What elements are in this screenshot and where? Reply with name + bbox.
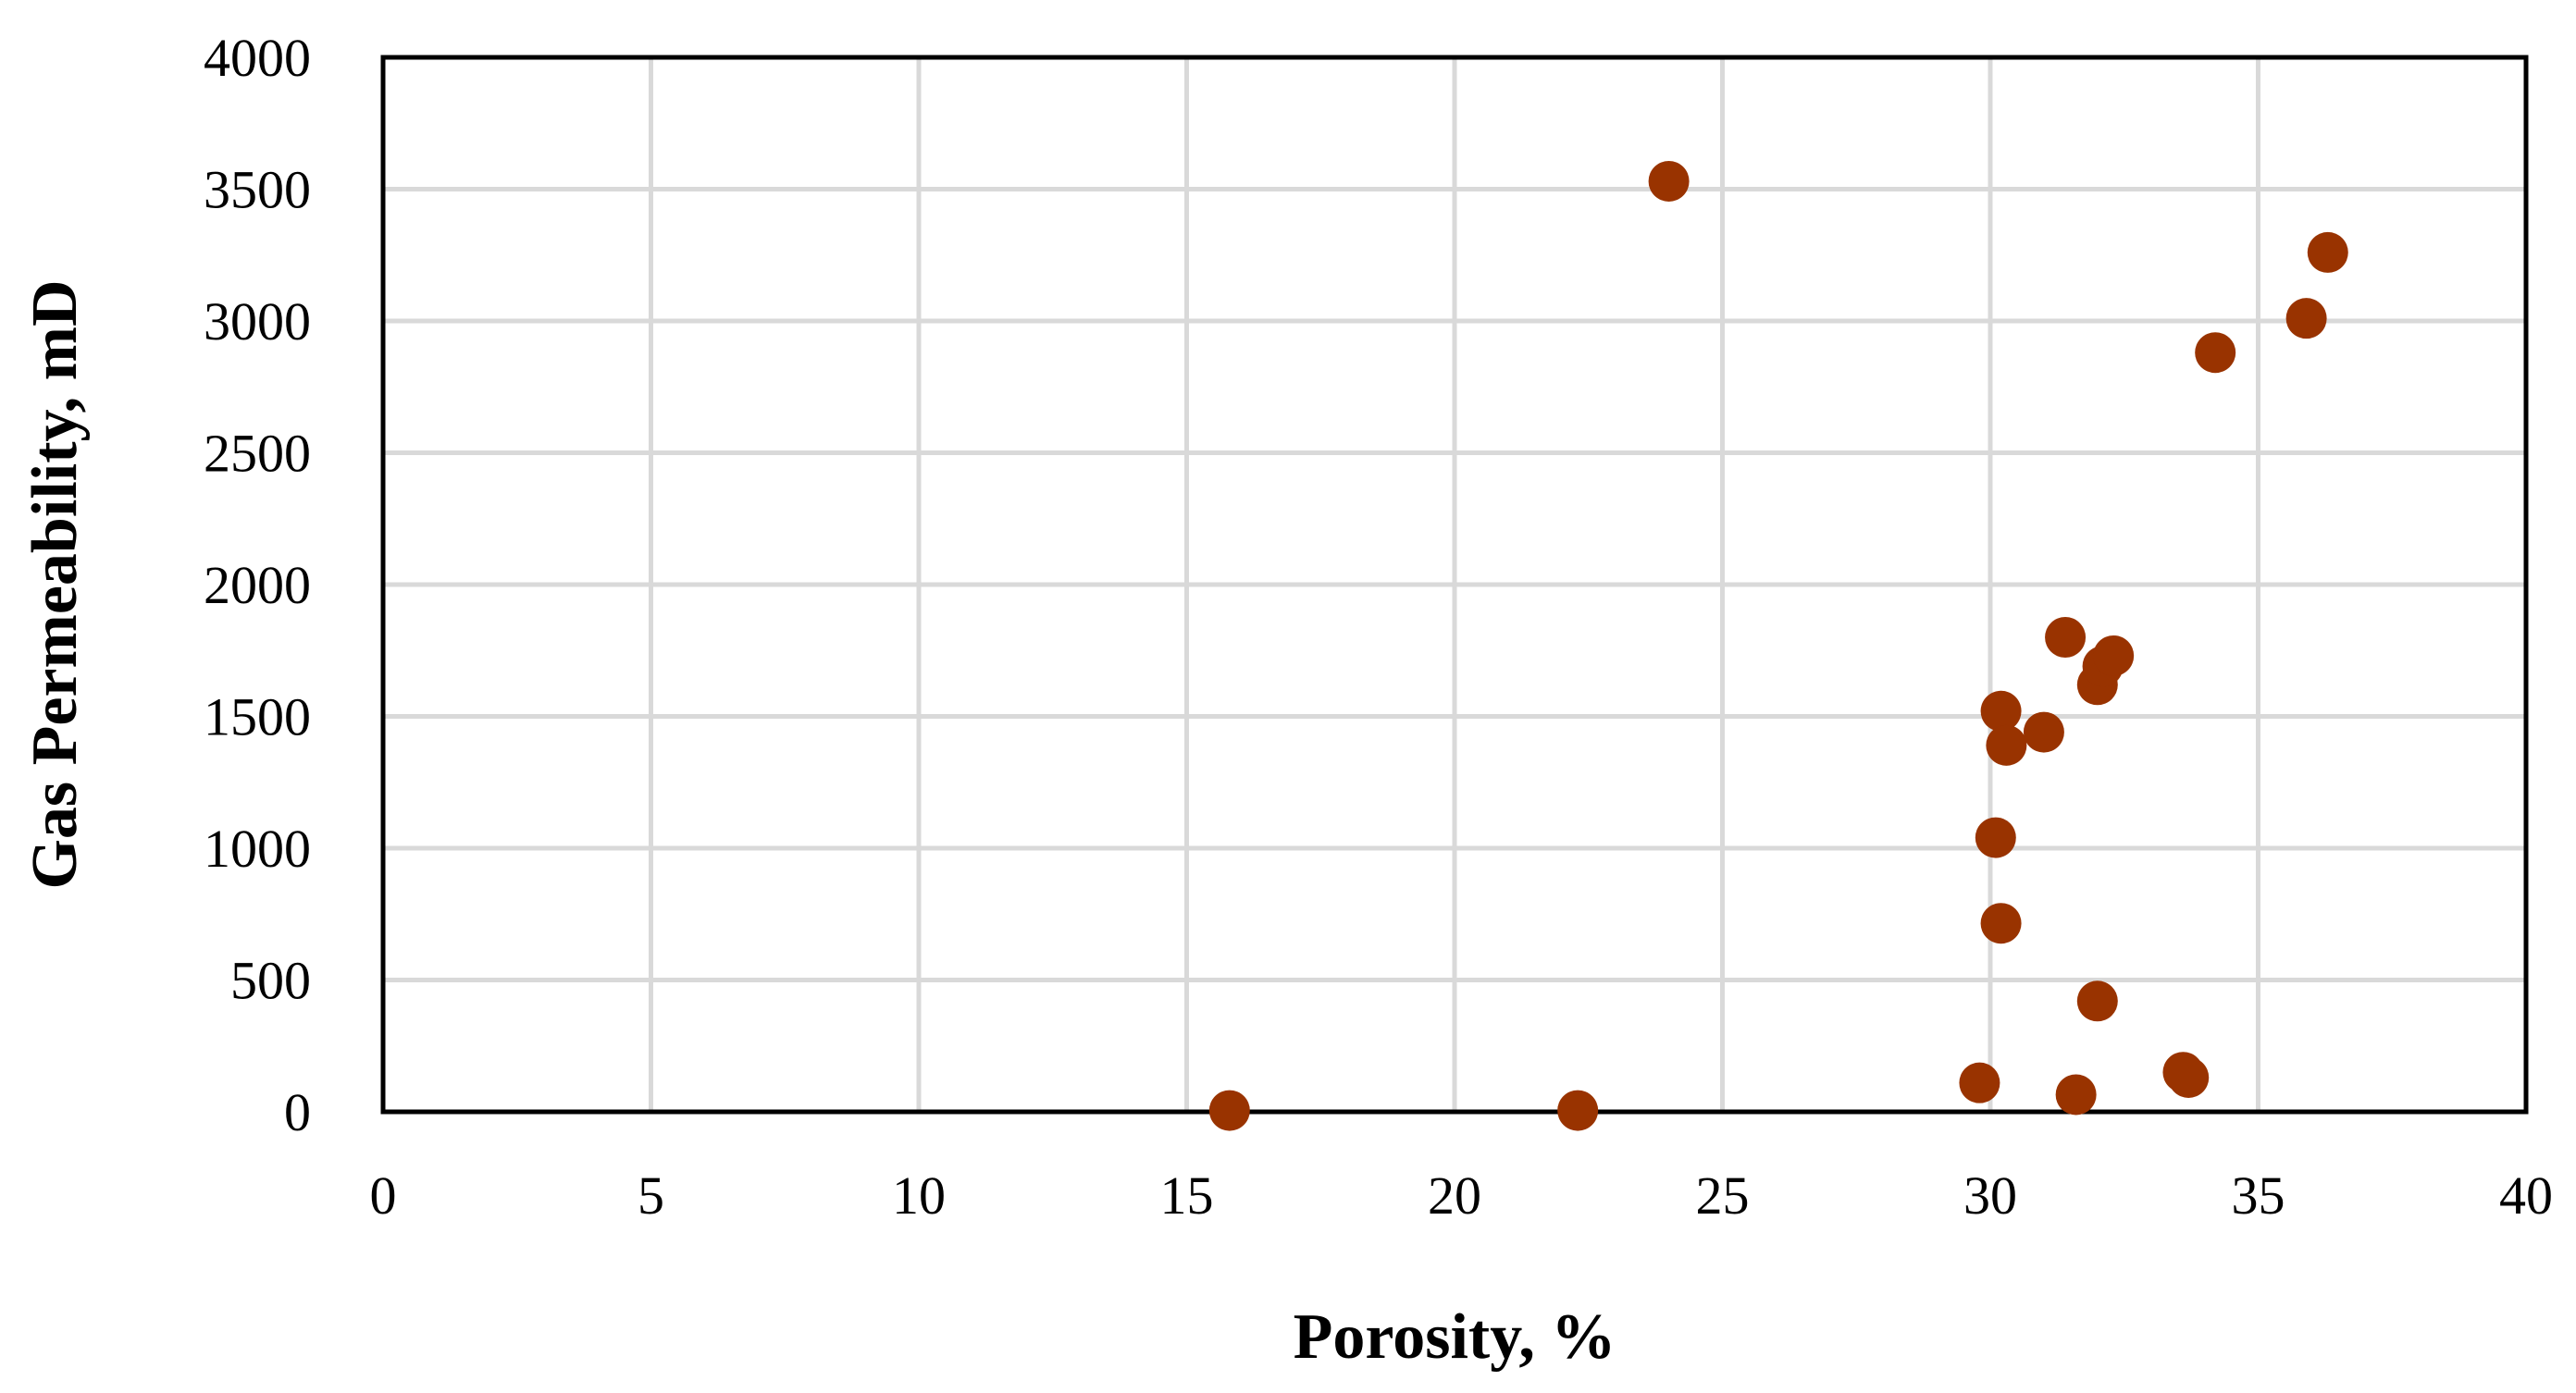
x-tick-label: 5 [638, 1165, 664, 1226]
data-point [1557, 1090, 1599, 1131]
data-point [2055, 1074, 2097, 1116]
x-tick-label: 15 [1160, 1165, 1214, 1226]
data-points [1208, 160, 2348, 1131]
data-point [1980, 903, 2022, 944]
x-tick-label: 10 [892, 1165, 946, 1226]
data-point [2168, 1056, 2210, 1098]
y-tick-label: 1000 [204, 819, 311, 879]
y-tick-label: 4000 [204, 28, 311, 88]
x-tick-label: 0 [370, 1165, 397, 1226]
data-point [2076, 980, 2118, 1022]
data-point [2093, 635, 2135, 676]
x-axis-ticks: 0 5 10 15 20 25 30 35 40 [370, 1165, 2554, 1226]
data-point [2023, 711, 2064, 753]
data-point [1975, 817, 2016, 858]
y-tick-label: 500 [230, 951, 311, 1011]
data-point [1648, 160, 1690, 202]
plot-area-frame [380, 55, 2529, 1115]
y-tick-label: 3500 [204, 160, 311, 220]
data-point [1980, 690, 2022, 732]
x-tick-label: 30 [1963, 1165, 2017, 1226]
y-tick-label: 3000 [204, 291, 311, 351]
y-tick-label: 0 [284, 1082, 311, 1142]
grid [383, 57, 2526, 1112]
data-point [2195, 332, 2236, 374]
x-tick-label: 25 [1696, 1165, 1750, 1226]
data-point [2285, 298, 2327, 339]
y-axis-ticks: 0 500 1000 1500 2000 2500 3000 3500 4000 [204, 28, 311, 1142]
data-point [1986, 724, 2027, 766]
data-point [2307, 231, 2348, 273]
x-axis-title: Porosity, % [1294, 1301, 1616, 1373]
y-tick-label: 2000 [204, 555, 311, 615]
data-point [2045, 617, 2087, 658]
data-point [1208, 1090, 1250, 1131]
x-tick-label: 20 [1428, 1165, 1481, 1226]
y-tick-label: 1500 [204, 687, 311, 747]
x-tick-label: 35 [2232, 1165, 2285, 1226]
y-tick-label: 2500 [204, 424, 311, 484]
data-point [1959, 1062, 2000, 1103]
x-tick-label: 40 [2499, 1165, 2553, 1226]
y-axis-title: Gas Permeability, mD [19, 279, 91, 889]
